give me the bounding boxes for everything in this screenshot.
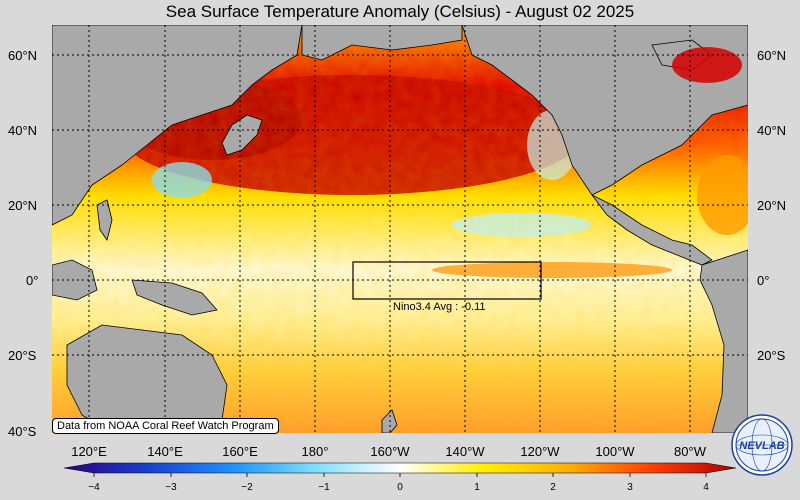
new-guinea-landmass xyxy=(131,279,218,316)
lon-label: 160°W xyxy=(370,444,410,459)
colorbar-gradient xyxy=(63,462,737,474)
colorbar-tick-label: 0 xyxy=(397,482,403,493)
lat-label-right: 60°N xyxy=(757,48,787,63)
lon-label: 100°W xyxy=(595,444,635,459)
lat-label-left: 20°N xyxy=(8,198,38,213)
lat-label-left: 20°S xyxy=(8,348,37,363)
south-america-landmass xyxy=(699,249,748,433)
colorbar-tick-label: 2 xyxy=(550,482,556,493)
lat-label-left: 60°N xyxy=(8,48,38,63)
lat-label-left: 40°N xyxy=(8,123,38,138)
colorbar-tick-label: 1 xyxy=(474,482,480,493)
lon-label: 160°E xyxy=(222,444,258,459)
colorbar-tick-label: 3 xyxy=(627,482,633,493)
central-america-landmass xyxy=(591,194,713,266)
colorbar-svg xyxy=(63,462,737,477)
nevlab-logo-icon: NEVLAB xyxy=(731,414,793,476)
lon-label: 180° xyxy=(301,444,329,459)
colorbar-ticks xyxy=(93,473,707,477)
colorbar-tick-label: −3 xyxy=(165,482,177,493)
map-title: Sea Surface Temperature Anomaly (Celsius… xyxy=(165,2,635,21)
graticule xyxy=(52,25,748,433)
lat-label-right: 40°N xyxy=(757,123,787,138)
lat-label-left: 0° xyxy=(26,273,39,288)
atlantic-warm-anomaly xyxy=(697,155,748,235)
colorbar-tick-label: −2 xyxy=(241,482,253,493)
colorbar-tick-label: 4 xyxy=(703,482,709,493)
lat-label-left: 40°S xyxy=(8,424,37,439)
philippines-landmass xyxy=(96,199,113,241)
lat-label-right: 20°S xyxy=(757,348,786,363)
colorbar-tick-label: −1 xyxy=(318,482,330,493)
lon-label: 120°E xyxy=(71,444,107,459)
colorbar-tick-label: −4 xyxy=(88,482,100,493)
nevlab-logo: NEVLAB xyxy=(731,414,793,476)
svg-text:NEVLAB: NEVLAB xyxy=(739,440,784,452)
sst-anomaly-map xyxy=(52,25,748,433)
australia-landmass xyxy=(66,324,228,433)
lon-label: 120°W xyxy=(520,444,560,459)
northeast-asia-landmass xyxy=(301,25,463,61)
lon-label: 80°W xyxy=(674,444,706,459)
map-canvas xyxy=(52,25,748,433)
colorbar: −4 −3 −2 −1 0 1 2 3 4 xyxy=(63,462,737,496)
lat-label-right: 20°N xyxy=(757,198,787,213)
borneo-landmass xyxy=(52,259,98,301)
lon-label: 140°W xyxy=(445,444,485,459)
hudson-bay-warm-anomaly xyxy=(672,47,742,83)
data-credit-label: Data from NOAA Coral Reef Watch Program xyxy=(52,418,279,434)
lon-label: 140°E xyxy=(147,444,183,459)
nino34-label: Nino3.4 Avg : -0.11 xyxy=(393,301,486,313)
lat-label-right: 0° xyxy=(757,273,770,288)
nino34-box xyxy=(352,261,542,300)
japan-landmass xyxy=(221,114,263,156)
